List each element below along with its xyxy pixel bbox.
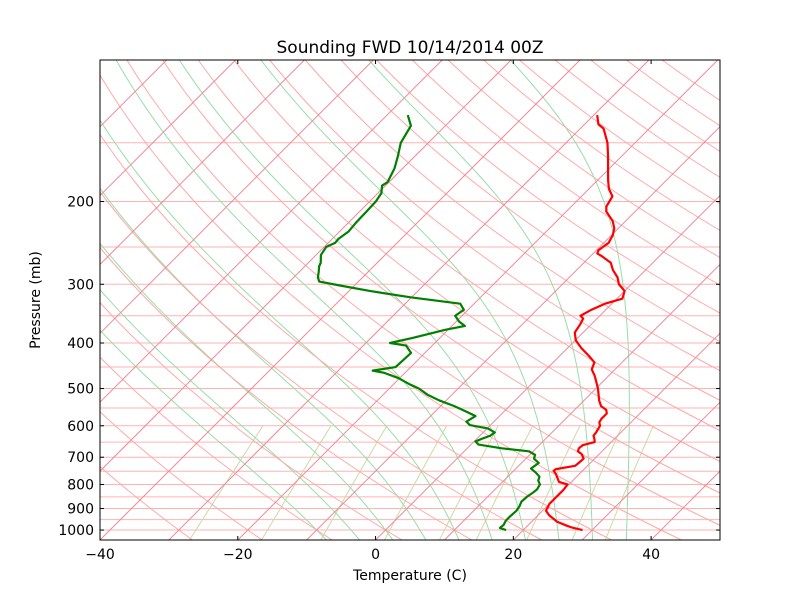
moist-adiabat-line bbox=[260, 60, 560, 540]
x-axis-label: Temperature (C) bbox=[352, 568, 467, 584]
temperature-profile-line bbox=[544, 114, 626, 532]
isotherm-line bbox=[100, 60, 443, 403]
x-tick-label: 0 bbox=[371, 547, 380, 563]
mixing-ratio-line bbox=[438, 425, 499, 540]
isotherm-line bbox=[100, 60, 305, 266]
isotherm-line bbox=[237, 60, 719, 540]
x-tick-label: 20 bbox=[504, 547, 522, 563]
y-tick-label: 600 bbox=[67, 419, 94, 435]
dry-adiabat-line bbox=[304, 60, 720, 372]
moist-adiabat-line bbox=[115, 60, 493, 540]
y-tick-label: 1000 bbox=[58, 523, 94, 539]
dry-adiabat-line bbox=[483, 60, 720, 231]
plot-frame bbox=[99, 59, 721, 541]
mixing-ratio-line bbox=[604, 425, 654, 540]
mixing-ratio-line bbox=[571, 425, 623, 540]
dry-adiabat-line bbox=[519, 60, 720, 205]
y-tick-label: 200 bbox=[67, 195, 94, 211]
plot-area bbox=[100, 60, 720, 540]
moist-adiabat-line bbox=[100, 289, 361, 540]
isotherm-line bbox=[444, 263, 720, 540]
x-axis-ticks: −40 −20 0 20 40 bbox=[85, 60, 660, 563]
y-tick-label: 700 bbox=[67, 450, 94, 466]
isotherm-line bbox=[512, 332, 720, 540]
dry-adiabat-line bbox=[447, 60, 720, 259]
mixing-ratio-line bbox=[261, 425, 332, 540]
moist-adiabat-line bbox=[100, 242, 394, 540]
x-tick-label: −40 bbox=[85, 547, 115, 563]
isotherm-line bbox=[168, 60, 650, 540]
y-tick-label: 500 bbox=[67, 382, 94, 398]
dry-adiabat-line bbox=[100, 246, 473, 540]
dewpoint-profile-line bbox=[316, 114, 542, 532]
moist-adiabat-lines bbox=[100, 60, 630, 540]
y-axis-ticks: 200 300 400 500 600 700 800 900 1000 bbox=[58, 195, 720, 539]
sounding-series bbox=[316, 114, 626, 532]
mixing-ratio-line bbox=[320, 425, 388, 540]
dry-adiabat-line bbox=[100, 356, 333, 540]
isotherm-line bbox=[100, 60, 374, 335]
moist-adiabat-line bbox=[368, 60, 594, 540]
moist-adiabat-line bbox=[178, 60, 526, 540]
isotherm-line bbox=[306, 125, 720, 540]
dry-adiabat-line bbox=[554, 60, 720, 178]
mixing-ratio-line bbox=[526, 425, 581, 540]
moist-adiabat-line bbox=[100, 329, 327, 540]
dry-adiabat-line bbox=[197, 60, 720, 463]
dry-adiabat-line bbox=[233, 60, 720, 432]
x-tick-label: −20 bbox=[223, 547, 253, 563]
isotherm-line bbox=[100, 60, 512, 472]
y-tick-label: 400 bbox=[67, 336, 94, 352]
isobar-lines bbox=[100, 60, 720, 540]
dry-adiabat-line bbox=[162, 60, 720, 494]
chart-title: Sounding FWD 10/14/2014 00Z bbox=[277, 38, 544, 58]
dry-adiabat-line bbox=[412, 60, 720, 286]
dry-adiabat-line bbox=[100, 301, 403, 540]
dry-adiabat-line bbox=[126, 60, 720, 526]
moist-adiabat-line bbox=[100, 119, 460, 540]
y-tick-label: 900 bbox=[67, 502, 94, 518]
y-tick-label: 300 bbox=[67, 277, 94, 293]
moist-adiabat-line bbox=[100, 187, 427, 540]
dry-adiabat-line bbox=[340, 60, 720, 343]
isotherm-line bbox=[100, 60, 581, 540]
moist-adiabat-line bbox=[510, 60, 630, 540]
dry-adiabat-line bbox=[100, 74, 682, 540]
dry-adiabat-line bbox=[100, 190, 542, 540]
dry-adiabat-line bbox=[100, 411, 263, 540]
y-tick-label: 800 bbox=[67, 477, 94, 493]
x-tick-label: 40 bbox=[642, 547, 660, 563]
isotherm-line bbox=[581, 401, 720, 540]
dry-adiabat-line bbox=[100, 133, 612, 540]
dry-adiabat-line bbox=[376, 60, 720, 314]
y-axis-label: Pressure (mb) bbox=[28, 251, 44, 349]
dry-adiabat-line bbox=[590, 60, 720, 152]
isotherm-line bbox=[100, 60, 236, 197]
